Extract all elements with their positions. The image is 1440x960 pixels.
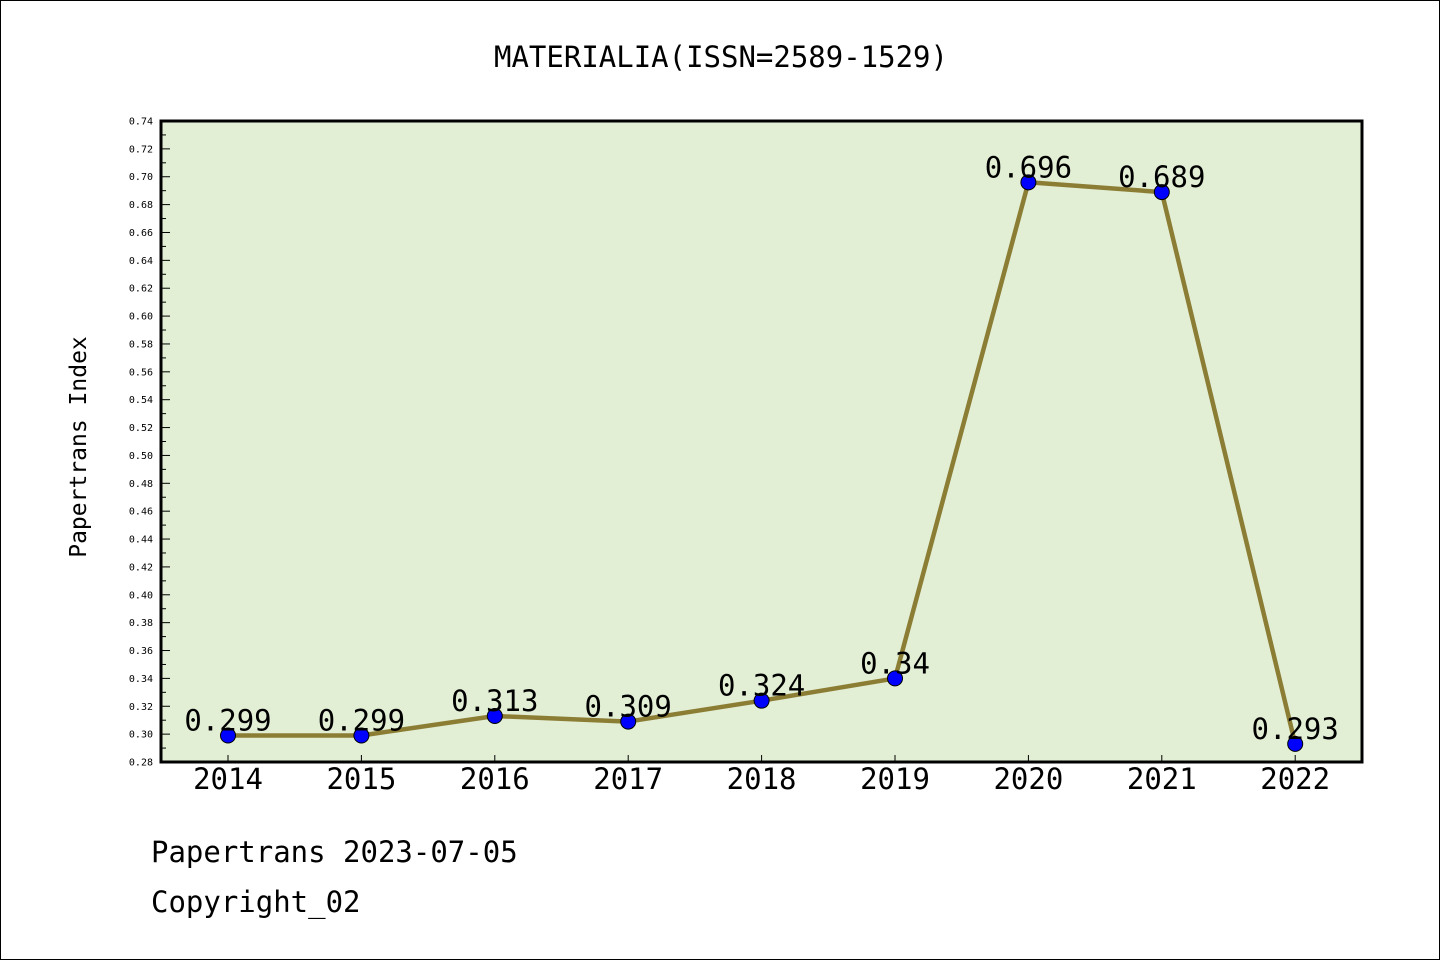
data-label: 0.309 xyxy=(585,690,672,724)
y-tick-label: 0.30 xyxy=(129,730,153,741)
y-tick-label: 0.60 xyxy=(129,312,153,323)
footer-date-text: Papertrans 2023-07-05 xyxy=(151,835,518,869)
y-tick-label: 0.58 xyxy=(129,339,153,350)
x-tick-label: 2017 xyxy=(593,762,663,796)
x-tick-label: 2016 xyxy=(460,762,530,796)
y-axis-label: Papertrans Index xyxy=(66,336,92,558)
y-tick-label: 0.54 xyxy=(129,395,153,406)
y-tick-label: 0.68 xyxy=(129,200,153,211)
y-tick-label: 0.46 xyxy=(129,507,153,518)
y-tick-label: 0.32 xyxy=(129,702,153,713)
y-tick-label: 0.36 xyxy=(129,646,153,657)
y-tick-label: 0.42 xyxy=(129,562,153,573)
plot-frame xyxy=(159,119,1364,764)
data-label: 0.696 xyxy=(985,150,1072,184)
x-tick-label: 2015 xyxy=(326,762,396,796)
data-label: 0.34 xyxy=(860,646,930,680)
data-label: 0.299 xyxy=(184,704,271,738)
data-point xyxy=(486,708,503,725)
data-point xyxy=(1153,184,1170,201)
data-point xyxy=(353,727,370,744)
y-tick-label: 0.50 xyxy=(129,451,153,462)
data-label: 0.299 xyxy=(318,704,405,738)
data-point xyxy=(887,670,903,687)
x-tick-label: 2022 xyxy=(1260,762,1330,796)
x-tick-label: 2020 xyxy=(993,762,1063,796)
y-tick-label: 0.38 xyxy=(129,618,153,629)
data-point xyxy=(753,692,770,709)
y-tick-label: 0.66 xyxy=(129,228,153,239)
y-tick-label: 0.40 xyxy=(129,590,153,601)
y-tick-label: 0.74 xyxy=(129,117,153,128)
data-label: 0.293 xyxy=(1252,712,1339,746)
data-label: 0.689 xyxy=(1118,160,1205,194)
data-label: 0.324 xyxy=(718,669,805,703)
data-point xyxy=(1020,174,1037,191)
y-tick-label: 0.72 xyxy=(129,144,153,155)
data-point xyxy=(1287,735,1304,752)
footer-copyright-text: Copyright_02 xyxy=(151,885,361,919)
x-tick-label: 2014 xyxy=(193,762,263,796)
y-tick-label: 0.34 xyxy=(129,674,153,685)
y-tick-label: 0.48 xyxy=(129,479,153,490)
x-tick-label: 2021 xyxy=(1127,762,1197,796)
data-point xyxy=(620,713,637,730)
plot-area xyxy=(161,121,1362,762)
x-axis-ticks: 2014 2015 2016 2017 2018 2019 2020 2021 2022 xyxy=(193,755,1330,796)
y-tick-label: 0.28 xyxy=(129,758,153,769)
data-point xyxy=(220,727,236,744)
x-tick-label: 2019 xyxy=(860,762,930,796)
y-axis-ticks: 0.28 0.30 0.32 0.34 0.36 0.38 0.40 0.42 0.44 0.46… xyxy=(129,117,170,769)
y-tick-label: 0.64 xyxy=(129,256,153,267)
y-tick-label: 0.62 xyxy=(129,284,153,295)
data-label: 0.313 xyxy=(451,684,538,718)
marker-layer xyxy=(220,174,1304,752)
y-tick-label: 0.70 xyxy=(129,172,153,183)
x-tick-label: 2018 xyxy=(727,762,797,796)
chart-title: MATERIALIA(ISSN=2589-1529) xyxy=(494,40,948,74)
y-tick-label: 0.56 xyxy=(129,367,153,378)
data-label-layer: 0.299 0.299 0.313 0.309 0.324 0.34 0.696 0.689 0… xyxy=(184,150,1339,746)
y-tick-label: 0.52 xyxy=(129,423,153,434)
y-tick-label: 0.44 xyxy=(129,535,153,546)
